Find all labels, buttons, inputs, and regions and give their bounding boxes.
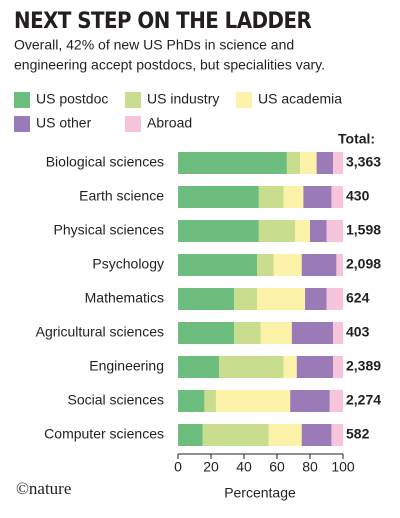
- bar-segment: [273, 254, 302, 276]
- total-label: 624: [346, 290, 370, 306]
- y-tick-label: Agricultural sciences: [36, 324, 164, 340]
- bar-segment: [331, 186, 343, 208]
- bar-segment: [202, 424, 269, 446]
- legend-label: US academia: [258, 91, 342, 107]
- x-tick-label: 60: [269, 459, 285, 475]
- bar-segment: [331, 424, 343, 446]
- bar-segment: [316, 152, 334, 174]
- x-tick-label: 80: [302, 459, 318, 475]
- total-label: 3,363: [346, 154, 381, 170]
- total-label: 2,389: [346, 358, 381, 374]
- y-tick-label: Social sciences: [68, 392, 165, 408]
- bar-segment: [295, 220, 310, 242]
- bar-segment: [178, 322, 235, 344]
- bar-segment: [283, 356, 297, 378]
- y-tick-label: Earth science: [79, 188, 164, 204]
- bar-segment: [296, 356, 334, 378]
- bar-segment: [178, 424, 203, 446]
- bar-segment: [234, 322, 261, 344]
- y-tick-label: Physical sciences: [54, 222, 165, 238]
- bar-segment: [301, 424, 332, 446]
- total-label: 403: [346, 324, 370, 340]
- bar-segment: [268, 424, 302, 446]
- legend-label: US postdoc: [36, 91, 108, 107]
- legend-label: US industry: [147, 91, 219, 107]
- bar-segment: [305, 288, 327, 310]
- bar-segment: [258, 186, 284, 208]
- bar-segment: [301, 254, 337, 276]
- total-label: 1,598: [346, 222, 381, 238]
- total-label: 2,098: [346, 256, 381, 272]
- x-tick-label: 20: [203, 459, 219, 475]
- bar-segment: [336, 254, 343, 276]
- bar-segment: [291, 322, 334, 344]
- bar-segment: [300, 152, 317, 174]
- subtitle: Overall, 42% of new US PhDs in science a…: [14, 37, 294, 53]
- chart-title: NEXT STEP ON THE LADDER: [14, 9, 311, 34]
- x-tick-label: 40: [236, 459, 252, 475]
- bar-segment: [286, 152, 301, 174]
- x-tick-label: 100: [331, 459, 355, 475]
- total-label: 2,274: [346, 392, 381, 408]
- bar-segment: [326, 288, 343, 310]
- bar-segment: [333, 356, 343, 378]
- legend-swatch: [236, 92, 252, 108]
- bar-segment: [333, 322, 343, 344]
- bar-segment: [326, 220, 343, 242]
- legend-swatch: [125, 92, 141, 108]
- legend-label: Abroad: [147, 115, 192, 131]
- totals-header: Total:: [338, 131, 375, 147]
- bar-segment: [178, 152, 287, 174]
- x-axis-label: Percentage: [224, 485, 296, 501]
- bar-segment: [178, 390, 205, 412]
- bar-segment: [178, 254, 258, 276]
- total-label: 582: [346, 426, 370, 442]
- y-tick-label: Psychology: [92, 256, 164, 272]
- bar-segment: [178, 356, 220, 378]
- legend-label: US other: [36, 115, 92, 131]
- bar-segment: [257, 288, 306, 310]
- y-tick-label: Biological sciences: [46, 154, 164, 170]
- subtitle: engineering accept postdocs, but special…: [14, 57, 325, 73]
- bar-segment: [329, 390, 343, 412]
- y-tick-label: Engineering: [89, 358, 164, 374]
- x-tick-label: 0: [174, 459, 182, 475]
- bar-segment: [178, 220, 259, 242]
- y-tick-label: Mathematics: [85, 290, 164, 306]
- bar-segment: [333, 152, 343, 174]
- total-label: 430: [346, 188, 370, 204]
- bar-segment: [204, 390, 216, 412]
- bar-segment: [303, 186, 332, 208]
- bar-segment: [260, 322, 292, 344]
- bar-segment: [215, 390, 291, 412]
- legend-swatch: [14, 92, 30, 108]
- bar-segment: [310, 220, 327, 242]
- legend-swatch: [125, 116, 141, 132]
- bar-segment: [178, 186, 259, 208]
- source: ©nature: [16, 479, 71, 498]
- bar-segment: [283, 186, 304, 208]
- bar-segment: [257, 254, 274, 276]
- y-tick-label: Computer sciences: [44, 426, 164, 442]
- legend-swatch: [14, 116, 30, 132]
- bar-segment: [219, 356, 284, 378]
- bar-segment: [290, 390, 330, 412]
- bar-segment: [178, 288, 235, 310]
- bar-segment: [258, 220, 296, 242]
- bar-segment: [234, 288, 258, 310]
